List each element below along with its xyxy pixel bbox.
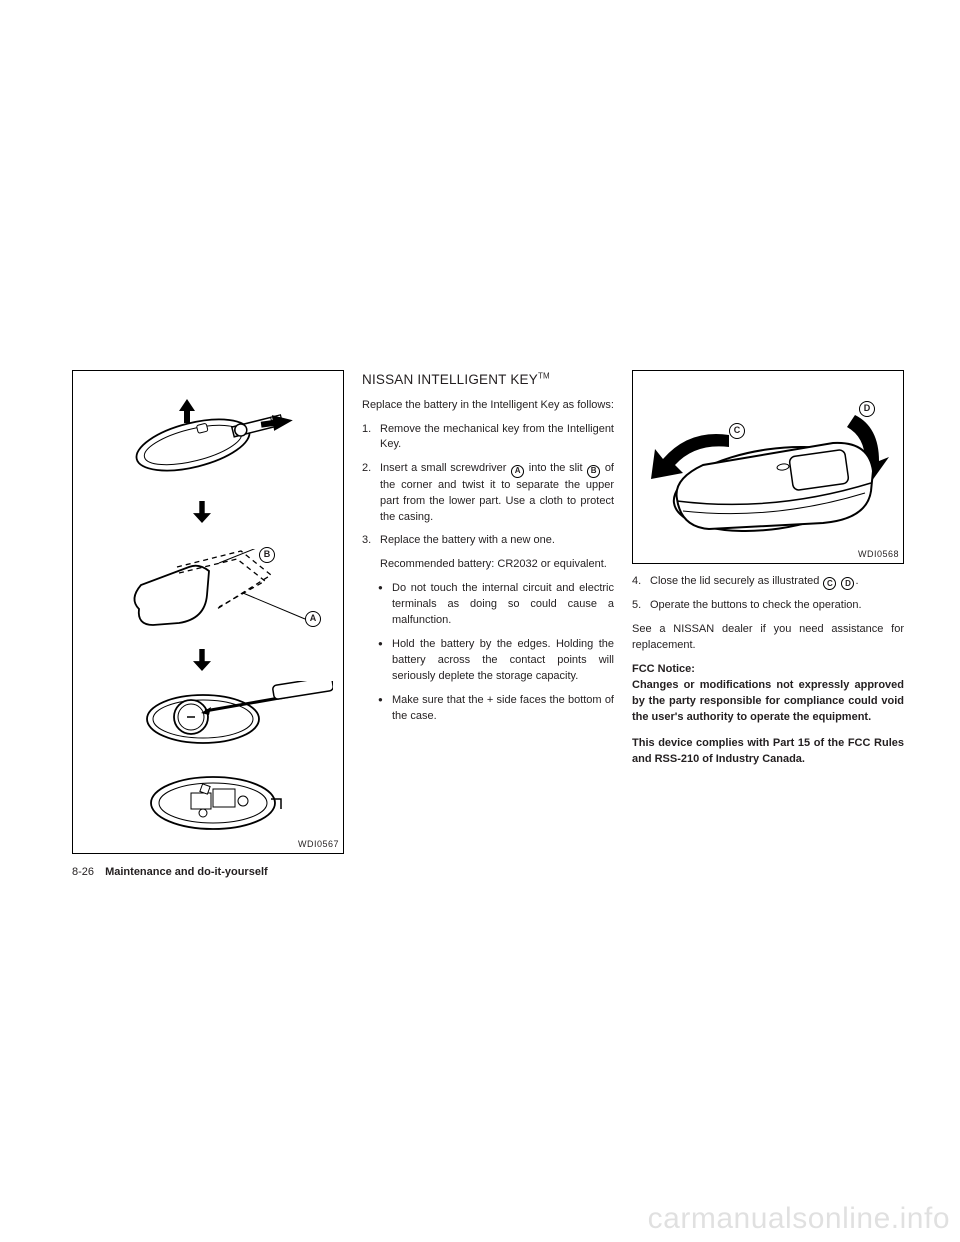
- badge-c: C: [729, 423, 745, 439]
- dealer-text: See a NISSAN dealer if you need assistan…: [632, 622, 904, 654]
- step-5: 5. Operate the buttons to check the oper…: [632, 598, 904, 614]
- step-text: Operate the buttons to check the operati…: [650, 598, 904, 614]
- badge-b-inline: B: [587, 465, 600, 478]
- step-2: 2. Insert a small screwdriver A into the…: [362, 461, 614, 525]
- intro-text: Replace the battery in the Intelligent K…: [362, 398, 614, 414]
- step-num: 5.: [632, 598, 650, 614]
- t: Insert a small screwdriver: [380, 462, 510, 474]
- step-3: 3. Replace the battery with a new one.: [362, 533, 614, 549]
- bullet-list: Do not touch the internal circuit and el…: [362, 581, 614, 725]
- step-num: 2.: [362, 461, 380, 525]
- bullet-1: Do not touch the internal circuit and el…: [380, 581, 614, 629]
- watermark: carmanualsonline.info: [648, 1202, 950, 1236]
- figure-left: B A: [72, 370, 344, 854]
- t: into the slit: [525, 462, 586, 474]
- fcc-notice: FCC Notice: Changes or modifications not…: [632, 662, 904, 726]
- badge-d: D: [859, 401, 875, 417]
- badge-a-inline: A: [511, 465, 524, 478]
- page-number: 8-26: [72, 866, 94, 878]
- step-num: 1.: [362, 422, 380, 454]
- section-name: Maintenance and do-it-yourself: [105, 866, 268, 878]
- diagram-fob-pry: B A: [119, 549, 319, 655]
- t: .: [855, 575, 858, 587]
- fcc-label: FCC Notice:: [632, 663, 695, 675]
- page-footer: 8-26 Maintenance and do-it-yourself: [72, 866, 268, 878]
- column-2: NISSAN INTELLIGENT KEYTM Replace the bat…: [362, 370, 614, 854]
- step-1: 1. Remove the mechanical key from the In…: [362, 422, 614, 454]
- badge-c-inline: C: [823, 577, 836, 590]
- steps-list-right: 4. Close the lid securely as illustrated…: [632, 574, 904, 614]
- recommended-battery: Recommended battery: CR2032 or equivalen…: [362, 557, 614, 573]
- steps-list: 1. Remove the mechanical key from the In…: [362, 422, 614, 550]
- down-arrow-1: [193, 501, 211, 523]
- trademark: TM: [538, 372, 550, 381]
- badge-b: B: [259, 547, 275, 563]
- step-4: 4. Close the lid securely as illustrated…: [632, 574, 904, 590]
- column-1: B A: [72, 370, 344, 854]
- badge-d-inline: D: [841, 577, 854, 590]
- fcc-body: Changes or modifications not expressly a…: [632, 679, 904, 723]
- column-3: C D WDI0568 4. Close the lid securely as…: [632, 370, 904, 854]
- step-text: Replace the battery with a new one.: [380, 533, 614, 549]
- figure-right: C D WDI0568: [632, 370, 904, 564]
- step-num: 3.: [362, 533, 380, 549]
- part15-text: This device complies with Part 15 of the…: [632, 736, 904, 768]
- step-num: 4.: [632, 574, 650, 590]
- step-text: Close the lid securely as illustrated C …: [650, 574, 904, 590]
- page-content: B A: [0, 0, 960, 854]
- down-arrow-2: [193, 649, 211, 671]
- step-text: Remove the mechanical key from the Intel…: [380, 422, 614, 454]
- bullet-2: Hold the battery by the edges. Holding t…: [380, 637, 614, 685]
- diagram-bottom-shell: [143, 769, 293, 845]
- diagram-battery: [143, 681, 333, 765]
- t: Close the lid securely as illustrated: [650, 575, 822, 587]
- figure-left-code: WDI0567: [298, 838, 339, 851]
- badge-a: A: [305, 611, 321, 627]
- diagram-fob-remove-key: [123, 397, 308, 481]
- step-text: Insert a small screwdriver A into the sl…: [380, 461, 614, 525]
- figure-right-code: WDI0568: [858, 548, 899, 561]
- section-title: NISSAN INTELLIGENT KEYTM: [362, 370, 614, 390]
- title-text: NISSAN INTELLIGENT KEY: [362, 372, 538, 387]
- bullet-3: Make sure that the + side faces the bott…: [380, 693, 614, 725]
